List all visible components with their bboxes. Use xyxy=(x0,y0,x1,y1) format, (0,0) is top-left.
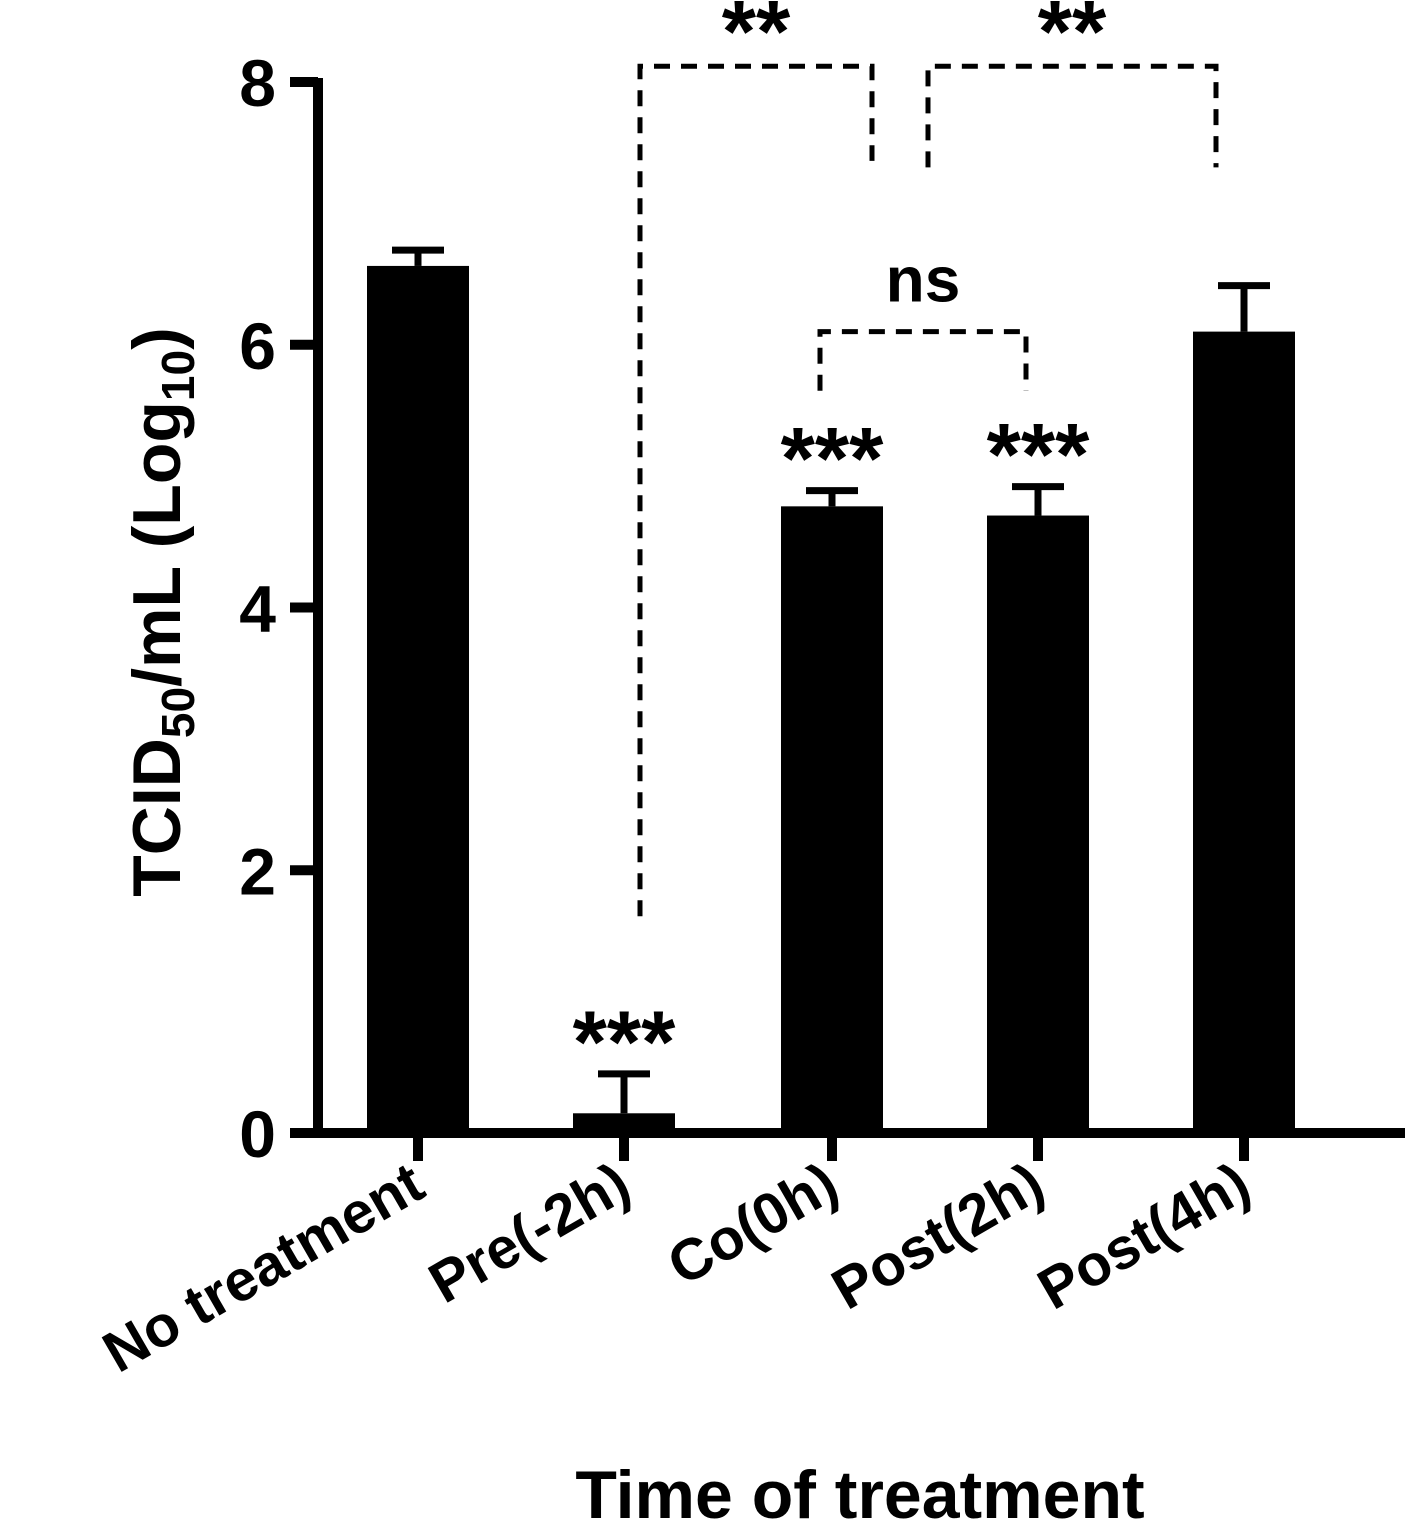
error-bars xyxy=(392,246,1270,1114)
x-tick-label: No treatment xyxy=(92,1150,434,1385)
x-tick-label: Pre(-2h) xyxy=(418,1150,640,1316)
comparison-bracket xyxy=(817,329,1029,391)
bar xyxy=(367,265,469,1133)
x-tick-label: Post(4h) xyxy=(1027,1150,1260,1322)
significance-label: *** xyxy=(987,405,1090,504)
significance-label: *** xyxy=(573,992,676,1091)
x-tick-label: Post(2h) xyxy=(821,1150,1054,1322)
y-axis-title-post: ) xyxy=(119,327,195,350)
y-tick-label: 4 xyxy=(239,572,276,646)
y-axis-title-pre: TCID xyxy=(119,738,195,897)
y-axis-title-sub2: 10 xyxy=(152,350,204,401)
y-tick-label: 8 xyxy=(239,46,276,120)
comparison-label: ** xyxy=(722,0,791,80)
y-axis-title: TCID50/mL (Log10) xyxy=(119,327,204,896)
comparison-bracket xyxy=(925,63,1219,168)
y-axis-title-sub1: 50 xyxy=(152,687,204,738)
y-tick-label: 0 xyxy=(239,1097,276,1171)
bar xyxy=(987,515,1089,1133)
significance-label: *** xyxy=(781,409,884,508)
x-tick-label: Co(0h) xyxy=(657,1150,849,1298)
y-tick-label: 6 xyxy=(239,309,276,383)
comparison-label: ns xyxy=(886,244,961,316)
bar xyxy=(781,506,883,1133)
y-tick-label: 2 xyxy=(239,834,276,908)
comparison-brackets: ** ** ns xyxy=(637,0,1219,917)
bar xyxy=(573,1113,675,1133)
significance-markers: *** *** *** xyxy=(573,405,1090,1091)
y-axis-title-mid: /mL (Log xyxy=(119,401,195,687)
comparison-label: ** xyxy=(1038,0,1107,80)
bar xyxy=(1193,331,1295,1133)
bars xyxy=(367,265,1295,1133)
x-axis-title: Time of treatment xyxy=(575,1457,1144,1533)
